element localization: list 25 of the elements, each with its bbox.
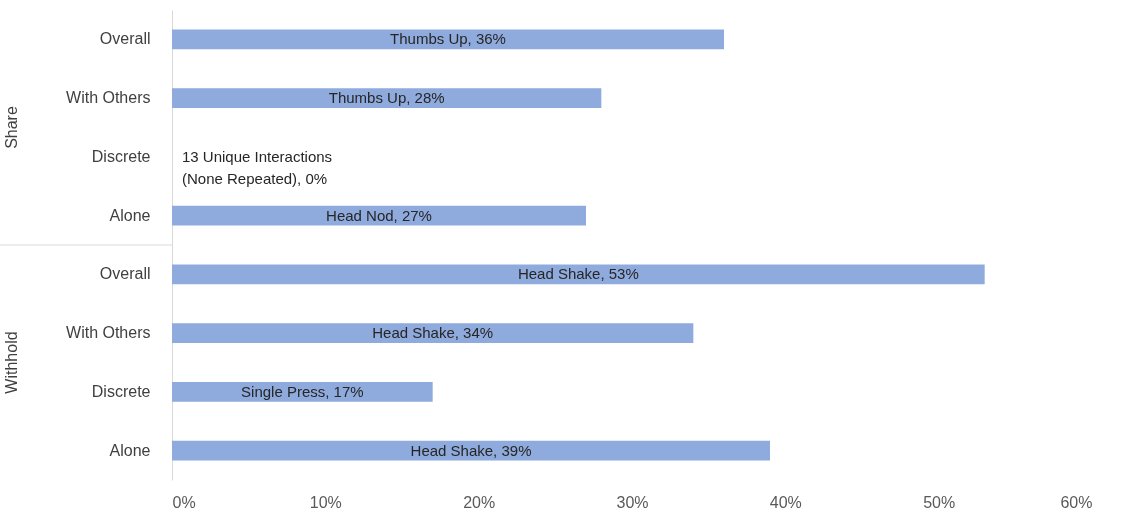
y-tick-label: With Others	[66, 89, 151, 107]
data-label: Thumbs Up, 28%	[328, 89, 445, 107]
x-tick-label: 40%	[769, 493, 802, 511]
text: Share	[3, 106, 20, 149]
data-label: Head Shake, 34%	[372, 324, 494, 342]
x-tick-label: 10%	[309, 493, 342, 511]
y-tick-label: Overall	[99, 265, 151, 283]
text: Withhold	[3, 331, 20, 394]
y-tick-label: Overall	[99, 30, 151, 48]
y-tick-label: With Others	[66, 324, 151, 342]
data-label: Single Press, 17%	[241, 382, 364, 400]
y-tick-label: Alone	[109, 441, 151, 459]
x-tick-label: 0%	[172, 493, 196, 511]
data-label: Thumbs Up, 36%	[390, 30, 506, 48]
x-tick-label: 60%	[1060, 493, 1093, 511]
data-label: 13 Unique Interactions (None Repeated), 0%	[182, 147, 333, 187]
y-tick-label: Alone	[109, 206, 151, 224]
y-tick-label: Discrete	[91, 147, 151, 165]
data-label: Head Shake, 53%	[517, 265, 639, 283]
data-label: Head Shake, 39%	[410, 441, 532, 459]
x-tick-label: 20%	[463, 493, 496, 511]
x-tick-label: 50%	[923, 493, 956, 511]
x-tick-label: 30%	[616, 493, 649, 511]
data-label: Head Nod, 27%	[326, 206, 432, 224]
y-tick-label: Discrete	[91, 382, 151, 400]
